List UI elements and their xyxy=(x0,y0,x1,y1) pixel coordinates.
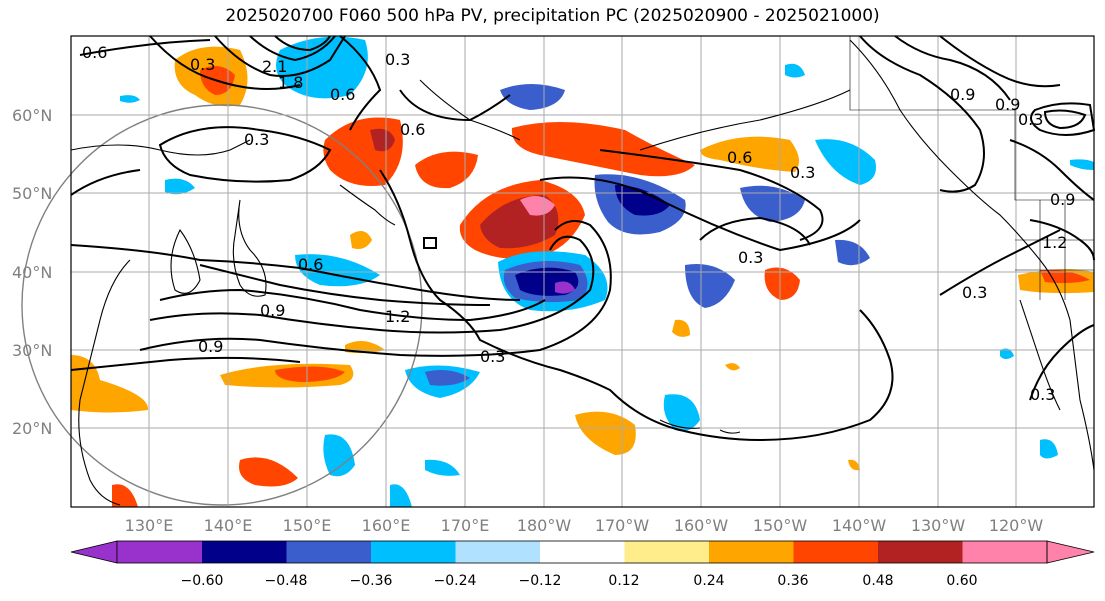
colorbar-tick-label: −0.48 xyxy=(265,573,308,589)
lon-label: 140°E xyxy=(204,516,253,535)
colorbar-tick-label: 0.24 xyxy=(693,573,724,589)
colorbar-segment xyxy=(202,541,287,563)
colorbar-tick-label: 0.48 xyxy=(862,573,893,589)
lat-label: 60°N xyxy=(12,106,52,125)
lon-label: 130°W xyxy=(911,516,966,535)
contour-label: 1.8 xyxy=(278,73,303,92)
lon-label: 170°W xyxy=(595,516,650,535)
colorbar-segment xyxy=(540,541,625,563)
colorbar-extend-min xyxy=(70,540,118,564)
colorbar-segment xyxy=(371,541,456,563)
colorbar-segment xyxy=(286,541,371,563)
colorbar-extend-max xyxy=(1046,540,1095,564)
great-circle xyxy=(21,104,423,506)
contour-label: 0.9 xyxy=(1050,190,1075,209)
lon-label: 130°E xyxy=(125,516,174,535)
colorbar-segment xyxy=(709,541,794,563)
contour-label: 0.3 xyxy=(790,163,815,182)
contour-label: 0.3 xyxy=(962,283,987,302)
colorbar-tick-label: −0.60 xyxy=(181,573,224,589)
colorbar-tick-label: −0.24 xyxy=(434,573,477,589)
lon-label: 140°W xyxy=(832,516,887,535)
lat-label: 20°N xyxy=(12,419,52,438)
lon-label: 160°W xyxy=(674,516,729,535)
contour-label: 0.3 xyxy=(385,50,410,69)
contour-label: 0.6 xyxy=(330,85,355,104)
contour-label: 0.3 xyxy=(190,55,215,74)
colorbar-tick-label: 0.36 xyxy=(777,573,808,589)
contour-labels: 0.6 2.1 1.8 0.3 0.6 0.3 0.6 0.3 0.6 0.9 … xyxy=(82,43,1075,404)
latitude-labels: 60°N 50°N 40°N 30°N 20°N xyxy=(12,106,52,438)
lon-label: 160°E xyxy=(362,516,411,535)
contour-label: 0.3 xyxy=(244,130,269,149)
longitude-labels: 130°E 140°E 150°E 160°E 170°E 180°W 170°… xyxy=(125,516,1044,535)
contour-label: 0.3 xyxy=(480,347,505,366)
colorbar-segment xyxy=(962,541,1047,563)
contour-label: 0.9 xyxy=(198,337,223,356)
colorbar-tick-label: 0.12 xyxy=(608,573,639,589)
graticule xyxy=(71,36,1094,507)
pv-contours xyxy=(70,35,1096,442)
lon-label: 170°E xyxy=(441,516,490,535)
colorbar-outline xyxy=(116,540,1048,564)
contour-label: 0.9 xyxy=(260,301,285,320)
colorbar-labels: −0.60 −0.48 −0.36 −0.24 −0.12 0.12 0.24 … xyxy=(181,573,978,589)
colorbar-tick-label: −0.12 xyxy=(519,573,562,589)
lat-label: 50°N xyxy=(12,184,52,203)
lon-label: 150°E xyxy=(283,516,332,535)
colorbar xyxy=(70,540,1095,564)
colorbar-segment xyxy=(793,541,878,563)
precipitation-shading xyxy=(71,36,1094,507)
contour-label: 0.6 xyxy=(298,255,323,274)
colorbar-segment xyxy=(624,541,709,563)
lon-label: 120°W xyxy=(989,516,1044,535)
contour-label: 0.3 xyxy=(738,248,763,267)
contour-label: 1.2 xyxy=(1042,233,1067,252)
contour-label: 0.6 xyxy=(400,120,425,139)
colorbar-tick-label: 0.60 xyxy=(946,573,977,589)
contour-label: 0.9 xyxy=(950,85,975,104)
lat-label: 40°N xyxy=(12,263,52,282)
contour-label: 0.6 xyxy=(82,43,107,62)
lat-label: 30°N xyxy=(12,341,52,360)
lon-label: 180°W xyxy=(517,516,572,535)
map-border xyxy=(70,35,1095,508)
contour-label: 1.2 xyxy=(385,307,410,326)
contour-label: 0.3 xyxy=(1018,110,1043,129)
contour-label: 0.6 xyxy=(727,148,752,167)
map-title: 2025020700 F060 500 hPa PV, precipitatio… xyxy=(225,6,880,26)
contour-label: 2.1 xyxy=(262,57,287,76)
colorbar-segment xyxy=(117,541,202,563)
colorbar-tick-label: −0.36 xyxy=(350,573,393,589)
contour-label: 0.9 xyxy=(995,95,1020,114)
colorbar-segment xyxy=(878,541,963,563)
lon-label: 150°W xyxy=(753,516,808,535)
colorbar-segment xyxy=(455,541,540,563)
contour-label: 0.3 xyxy=(1030,385,1055,404)
political-borders xyxy=(849,36,1094,300)
